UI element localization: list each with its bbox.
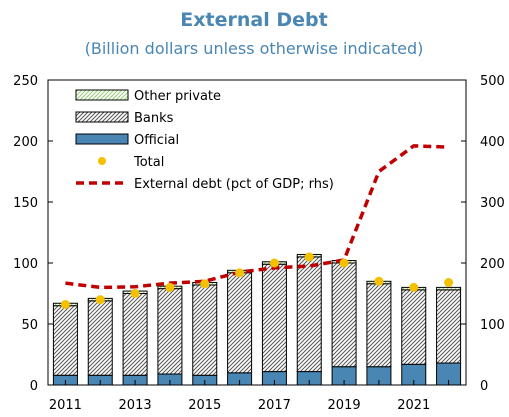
bar-banks-2021 [401,289,427,365]
debt-pct-line [65,144,449,290]
bars-layer [52,253,462,386]
x-tick-label-2011: 2011 [49,398,82,413]
bar-banks-2011 [52,305,78,376]
legend: Other private Banks Official Total Exter… [75,89,334,192]
x-tick-label-2015: 2015 [188,398,221,413]
legend-swatch-other-private [75,89,129,101]
x-tick-label-2021: 2021 [397,398,430,413]
debt-pct-line-layer [65,144,449,290]
bar-other-private-2022 [436,286,462,291]
legend-swatch-total [98,157,106,165]
bar-banks-2013 [122,293,148,376]
y-left-tick-label-200: 200 [13,135,38,150]
y-left-tick-label-100: 100 [13,257,38,272]
y-right-tick-label-500: 500 [480,74,505,89]
chart-subtitle: (Billion dollars unless otherwise indica… [85,39,424,58]
y-left-tick-label-150: 150 [13,196,38,211]
total-point-2018 [304,252,314,262]
y-left-tick-label-250: 250 [13,74,38,89]
total-point-2019 [339,258,349,268]
total-point-2015 [200,279,210,289]
bar-banks-2016 [227,272,253,374]
legend-swatch-banks [75,111,129,123]
total-point-2020 [374,276,384,286]
bar-banks-2022 [436,289,462,364]
legend-label-total: Total [133,155,164,170]
axes-layer: 0 50 100 150 200 250 0 100 200 300 400 500 2011 2013 2… [13,74,505,413]
plot-frame [47,79,467,386]
bar-banks-2012 [87,300,113,376]
total-point-2017 [269,258,279,268]
legend-label-debt-pct: External debt (pct of GDP; rhs) [134,177,334,192]
bar-banks-2017 [261,263,287,373]
total-point-2016 [235,268,245,278]
y-right-tick-label-0: 0 [480,379,488,394]
y-right-tick-label-400: 400 [480,135,505,150]
total-point-2021 [409,282,419,292]
total-point-2014 [165,282,175,292]
x-tick-label-2013: 2013 [119,398,152,413]
bar-banks-2019 [331,262,357,368]
legend-swatch-official [75,133,129,145]
y-right-tick-label-200: 200 [480,257,505,272]
total-point-2013 [130,289,140,298]
bar-banks-2014 [157,288,183,375]
y-right-tick-label-300: 300 [480,196,505,211]
total-points-layer [60,252,454,309]
legend-label-official: Official [134,133,179,148]
bar-banks-2015 [192,284,218,376]
y-left-tick-label-0: 0 [30,379,38,394]
y-left-tick-label-50: 50 [21,318,38,333]
bar-banks-2018 [296,256,322,373]
legend-label-other-private: Other private [134,89,221,104]
x-tick-label-2019: 2019 [328,398,361,413]
total-point-2022 [444,278,454,288]
x-tick-label-2017: 2017 [258,398,291,413]
bar-banks-2020 [366,283,392,368]
legend-label-banks: Banks [134,111,174,126]
y-right-tick-label-100: 100 [480,318,505,333]
total-point-2012 [95,295,105,305]
total-point-2011 [60,299,70,309]
chart-title: External Debt [180,9,327,31]
